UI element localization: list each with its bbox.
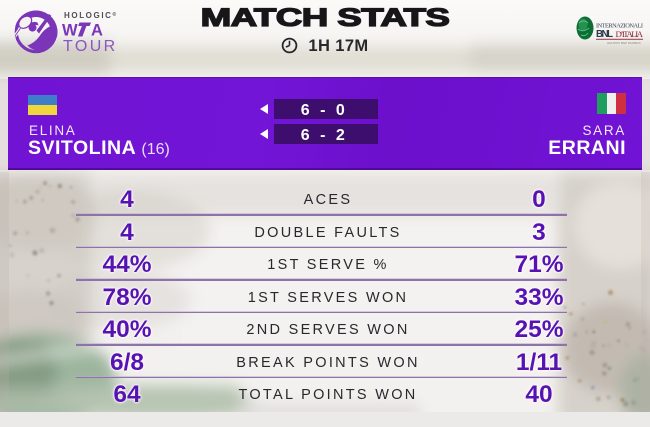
svg-text:A: A <box>91 22 103 39</box>
svg-text:INTERNAZIONALI: INTERNAZIONALI <box>596 22 643 29</box>
svg-text:W: W <box>62 22 78 39</box>
svg-text:D’ITALIA: D’ITALIA <box>616 29 644 39</box>
svg-text:GRUPPO BNP PARIBAS: GRUPPO BNP PARIBAS <box>607 41 641 45</box>
svg-text:BNL: BNL <box>596 29 613 40</box>
